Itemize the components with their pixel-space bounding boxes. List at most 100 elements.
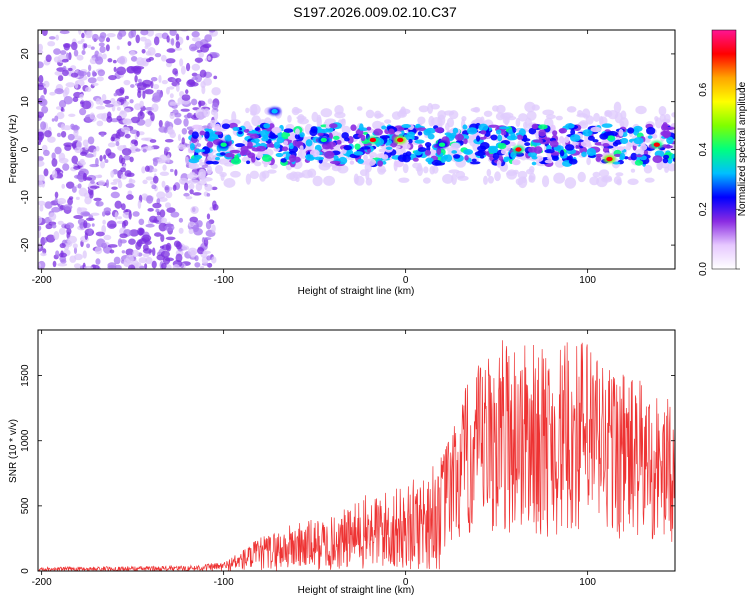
noise-speck bbox=[185, 89, 189, 95]
noise-speck bbox=[38, 262, 42, 269]
noise-speck bbox=[89, 185, 100, 189]
noise-speck bbox=[152, 202, 162, 209]
noise-speck bbox=[142, 60, 149, 67]
noise-speck bbox=[67, 235, 78, 244]
noise-speck bbox=[175, 253, 183, 263]
noise-speck bbox=[162, 164, 167, 171]
noise-speck bbox=[77, 71, 88, 77]
band-blob bbox=[240, 145, 249, 153]
band-halo bbox=[334, 104, 344, 115]
band-halo bbox=[287, 115, 292, 123]
band-blob bbox=[665, 126, 675, 130]
noise-speck bbox=[135, 34, 140, 44]
hotspot bbox=[220, 142, 227, 147]
noise-speck bbox=[194, 57, 204, 63]
noise-speck bbox=[200, 44, 210, 53]
noise-speck bbox=[98, 180, 106, 186]
noise-speck bbox=[154, 52, 162, 58]
noise-speck bbox=[105, 179, 109, 188]
noise-speck bbox=[54, 197, 58, 205]
noise-speck bbox=[202, 237, 212, 241]
noise-speck bbox=[77, 207, 88, 212]
noise-speck bbox=[141, 166, 146, 174]
noise-speck bbox=[152, 247, 156, 257]
noise-speck bbox=[38, 180, 44, 188]
noise-speck bbox=[57, 220, 64, 225]
band-halo bbox=[429, 148, 437, 157]
band-halo bbox=[483, 175, 488, 186]
noise-speck bbox=[73, 246, 78, 254]
noise-speck bbox=[135, 148, 141, 152]
band-blob bbox=[224, 152, 235, 158]
band-blob bbox=[281, 146, 289, 152]
noise-speck bbox=[76, 54, 84, 61]
noise-speck bbox=[165, 236, 176, 241]
band-blob bbox=[620, 137, 629, 145]
noise-speck bbox=[51, 152, 56, 160]
noise-speck bbox=[60, 107, 64, 112]
band-blob bbox=[414, 139, 425, 144]
noise-speck bbox=[194, 255, 199, 262]
noise-speck bbox=[106, 33, 116, 38]
noise-speck bbox=[129, 99, 134, 104]
noise-speck bbox=[114, 211, 119, 220]
noise-speck bbox=[43, 80, 50, 88]
band-blob bbox=[478, 123, 489, 132]
noise-speck bbox=[185, 195, 193, 200]
noise-speck bbox=[118, 30, 127, 37]
noise-speck bbox=[38, 174, 45, 182]
band-halo bbox=[398, 177, 410, 183]
noise-speck bbox=[127, 41, 132, 46]
band-halo bbox=[402, 163, 409, 174]
band-halo bbox=[267, 169, 277, 174]
noise-speck bbox=[70, 125, 80, 131]
band-blob bbox=[586, 148, 597, 156]
noise-speck bbox=[68, 113, 76, 117]
band-halo bbox=[596, 176, 608, 188]
noise-speck bbox=[105, 44, 110, 52]
noise-speck bbox=[68, 67, 73, 72]
noise-speck bbox=[145, 223, 155, 228]
noise-speck bbox=[156, 198, 161, 205]
noise-speck bbox=[75, 196, 80, 201]
band-blob bbox=[463, 138, 468, 145]
band-blob bbox=[360, 146, 371, 150]
band-blob bbox=[247, 141, 253, 149]
noise-speck bbox=[160, 54, 167, 62]
band-blob bbox=[377, 160, 384, 167]
band-halo bbox=[528, 172, 536, 183]
noise-speck bbox=[38, 49, 44, 55]
noise-speck bbox=[134, 74, 138, 83]
band-halo bbox=[230, 170, 241, 178]
band-blob bbox=[406, 131, 416, 138]
band-blob bbox=[488, 146, 499, 154]
band-blob bbox=[292, 139, 298, 147]
noise-speck bbox=[146, 195, 154, 204]
band-blob bbox=[619, 152, 626, 160]
noise-speck bbox=[47, 41, 56, 47]
band-halo bbox=[473, 106, 481, 113]
band-halo bbox=[214, 164, 224, 174]
band-halo bbox=[187, 179, 200, 184]
band-halo bbox=[635, 105, 647, 115]
noise-speck bbox=[142, 148, 147, 153]
band-blob bbox=[497, 134, 503, 142]
noise-speck bbox=[144, 263, 148, 269]
band-blob bbox=[590, 126, 602, 133]
noise-speck bbox=[148, 56, 154, 61]
y-tick-label: 1000 bbox=[20, 429, 31, 452]
noise-speck bbox=[191, 76, 199, 81]
band-blob bbox=[582, 129, 593, 137]
noise-speck bbox=[124, 108, 131, 113]
noise-speck bbox=[172, 264, 180, 269]
noise-speck bbox=[135, 262, 142, 267]
noise-speck bbox=[63, 204, 73, 211]
noise-speck bbox=[159, 245, 165, 249]
band-blob bbox=[408, 138, 413, 144]
noise-speck bbox=[57, 262, 68, 267]
noise-speck bbox=[116, 45, 120, 50]
band-blob bbox=[273, 141, 281, 149]
noise-speck bbox=[180, 180, 191, 185]
noise-speck bbox=[43, 168, 49, 177]
y-tick-label: 20 bbox=[20, 48, 31, 60]
